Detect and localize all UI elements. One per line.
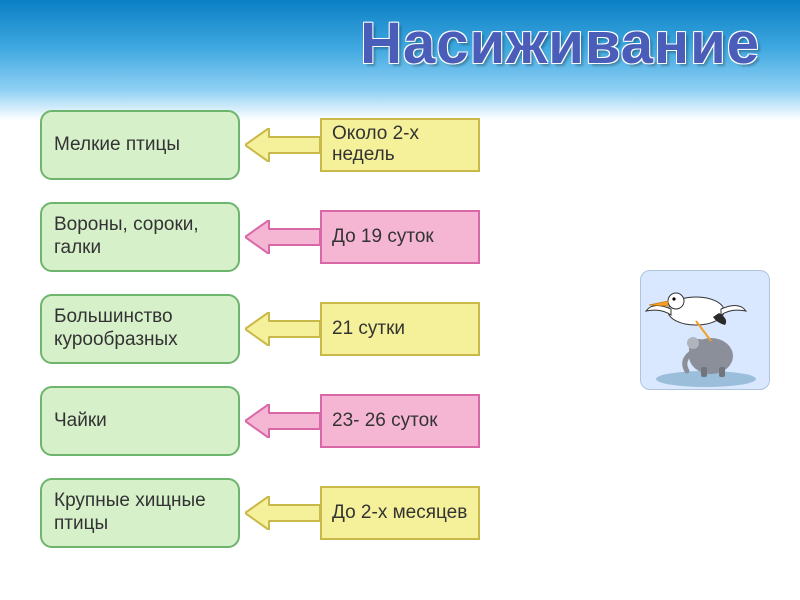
bird-category-box: Крупные хищные птицы [40, 478, 240, 548]
incubation-duration-box: 23- 26 суток [320, 394, 480, 448]
arrow-left-icon [245, 496, 320, 530]
bird-category-box: Большинство курообразных [40, 294, 240, 364]
incubation-duration-box: До 2-х месяцев [320, 486, 480, 540]
bird-category-box: Мелкие птицы [40, 110, 240, 180]
incubation-duration-box: До 19 суток [320, 210, 480, 264]
clipart-stork [640, 270, 770, 390]
bird-category-box: Вороны, сороки, галки [40, 202, 240, 272]
incubation-duration-box: Около 2-х недель [320, 118, 480, 172]
arrow-left-icon [245, 220, 320, 254]
bird-category-box: Чайки [40, 386, 240, 456]
arrow-left-icon [245, 128, 320, 162]
page-title: Насиживание [360, 10, 760, 77]
arrow-left-icon [245, 312, 320, 346]
incubation-duration-box: 21 сутки [320, 302, 480, 356]
arrow-left-icon [245, 404, 320, 438]
